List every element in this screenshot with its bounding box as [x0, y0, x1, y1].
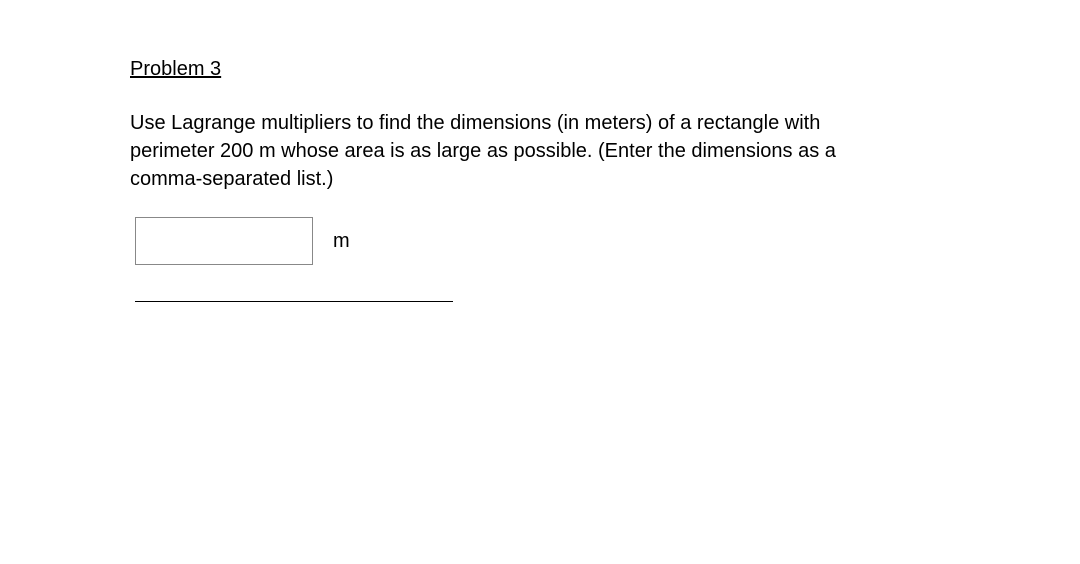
- answer-input[interactable]: [135, 217, 313, 265]
- answer-row: m: [135, 217, 950, 265]
- problem-title: Problem 3: [130, 58, 950, 81]
- problem-container: Problem 3 Use Lagrange multipliers to fi…: [0, 0, 1080, 302]
- section-divider: [135, 301, 453, 302]
- unit-label: m: [333, 230, 350, 253]
- problem-text: Use Lagrange multipliers to find the dim…: [130, 109, 910, 193]
